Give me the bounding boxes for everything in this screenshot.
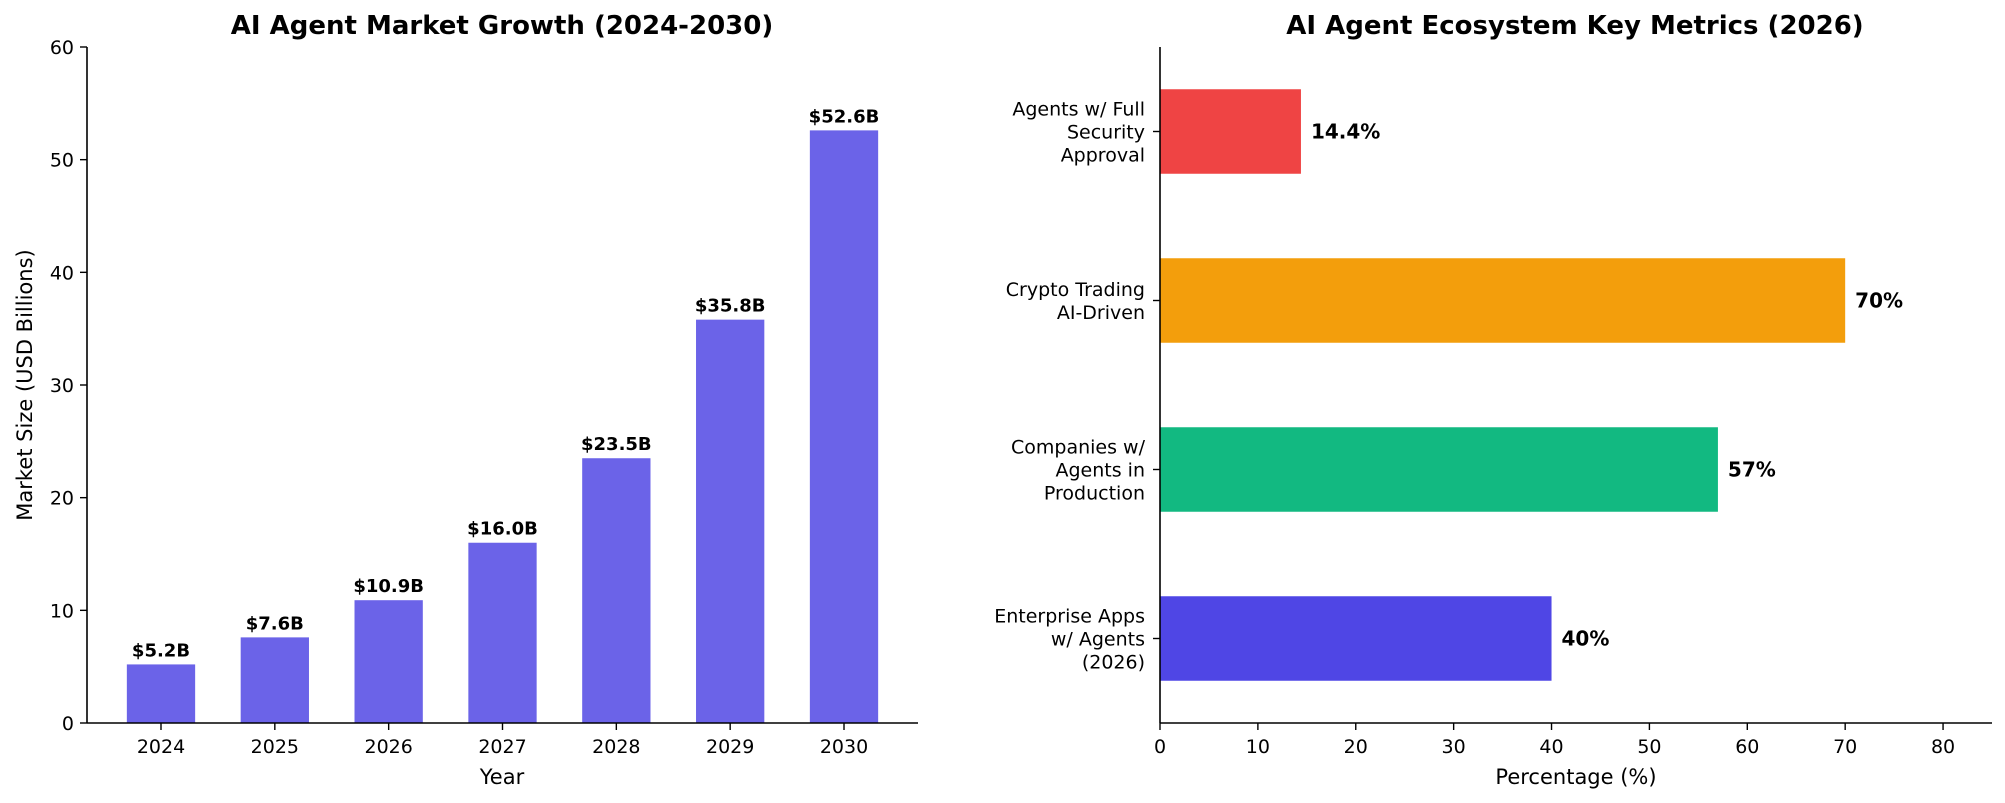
data-label-2029: $35.8B xyxy=(695,296,766,317)
y-tick-label-enterprise-apps: w/ Agents xyxy=(1051,629,1145,651)
bar-2027 xyxy=(468,542,537,723)
x-tick-label-10: 10 xyxy=(1246,736,1270,758)
y-tick-label-agents-w-full: Security xyxy=(1067,122,1145,144)
bar-agents-w-full xyxy=(1160,89,1301,174)
y-tick-label-agents-w-full: Agents w/ Full xyxy=(1012,99,1145,121)
ecosystem-metrics-chart-title: AI Agent Ecosystem Key Metrics (2026) xyxy=(1286,11,1863,41)
market-growth-y-axis-label: Market Size (USD Billions) xyxy=(13,249,37,520)
x-tick-label-80: 80 xyxy=(1931,736,1955,758)
x-tick-label-40: 40 xyxy=(1539,736,1563,758)
market-growth-y-ticks: 0 10 20 30 40 50 60 xyxy=(50,37,87,735)
x-tick-label-30: 30 xyxy=(1442,736,1466,758)
data-label-2025: $7.6B xyxy=(246,613,304,634)
ecosystem-metrics-bars xyxy=(1160,89,1846,681)
y-tick-label-enterprise-apps: (2026) xyxy=(1082,652,1145,674)
x-tick-label-0: 0 xyxy=(1154,736,1166,758)
market-growth-bars xyxy=(126,130,879,723)
y-tick-label-0: 0 xyxy=(62,713,74,735)
y-tick-label-companies-w: Agents in xyxy=(1056,460,1146,482)
x-tick-label-60: 60 xyxy=(1735,736,1759,758)
bar-2029 xyxy=(696,319,765,723)
x-tick-label-2029: 2029 xyxy=(706,736,754,758)
ecosystem-metrics-x-ticks: 0 10 20 30 40 50 60 70 80 xyxy=(1154,723,1955,758)
data-label-2027: $16.0B xyxy=(467,519,538,540)
ecosystem-metrics-data-labels: 40% 57% 70% 14.4% xyxy=(1311,120,1903,651)
x-tick-label-70: 70 xyxy=(1833,736,1857,758)
y-tick-label-companies-w: Production xyxy=(1044,483,1145,505)
ecosystem-metrics-chart: AI Agent Ecosystem Key Metrics (2026) 40… xyxy=(994,11,1992,789)
bar-2026 xyxy=(354,600,423,723)
market-growth-chart: AI Agent Market Growth (2024-2030) $5.2B… xyxy=(13,11,918,789)
y-tick-label-companies-w: Companies w/ xyxy=(1011,437,1146,459)
y-tick-label-crypto-trading: Crypto Trading xyxy=(1006,279,1145,301)
y-tick-label-30: 30 xyxy=(50,375,74,397)
x-tick-label-2027: 2027 xyxy=(478,736,526,758)
y-tick-label-40: 40 xyxy=(50,262,74,284)
ecosystem-metrics-x-axis-label: Percentage (%) xyxy=(1495,765,1656,789)
market-growth-data-labels: $5.2B $7.6B $10.9B $16.0B $23.5B $35.8B $52.6B xyxy=(132,106,879,661)
x-tick-label-2030: 2030 xyxy=(820,736,868,758)
market-growth-x-ticks: 2024 2025 2026 2027 2028 2029 2030 xyxy=(137,723,868,758)
x-tick-label-20: 20 xyxy=(1344,736,1368,758)
data-label-2030: $52.6B xyxy=(809,106,880,127)
y-tick-label-crypto-trading: AI-Driven xyxy=(1057,302,1145,324)
x-tick-label-50: 50 xyxy=(1637,736,1661,758)
x-tick-label-2028: 2028 xyxy=(592,736,640,758)
market-growth-x-axis-label: Year xyxy=(479,765,525,789)
y-tick-label-enterprise-apps: Enterprise Apps xyxy=(994,606,1145,628)
bar-2024 xyxy=(126,664,196,723)
y-tick-label-20: 20 xyxy=(50,488,74,510)
bar-enterprise-apps xyxy=(1160,596,1552,681)
data-label-agents-w-full: 14.4% xyxy=(1311,120,1380,144)
data-label-2028: $23.5B xyxy=(581,434,652,455)
bar-2025 xyxy=(240,637,309,723)
data-label-2024: $5.2B xyxy=(132,640,190,661)
y-tick-label-50: 50 xyxy=(50,150,74,172)
bar-companies-w xyxy=(1160,427,1718,512)
x-tick-label-2025: 2025 xyxy=(251,736,299,758)
y-tick-label-10: 10 xyxy=(50,600,74,622)
data-label-companies-w: 57% xyxy=(1728,458,1776,482)
x-tick-label-2024: 2024 xyxy=(137,736,185,758)
x-tick-label-2026: 2026 xyxy=(364,736,412,758)
bar-2030 xyxy=(809,130,879,723)
data-label-enterprise-apps: 40% xyxy=(1562,627,1610,651)
y-tick-label-60: 60 xyxy=(50,37,74,59)
y-tick-label-agents-w-full: Approval xyxy=(1061,145,1145,167)
bar-crypto-trading xyxy=(1160,258,1846,343)
data-label-2026: $10.9B xyxy=(353,576,424,597)
market-growth-chart-title: AI Agent Market Growth (2024-2030) xyxy=(231,11,773,41)
data-label-crypto-trading: 70% xyxy=(1855,289,1903,313)
bar-2028 xyxy=(582,458,651,723)
